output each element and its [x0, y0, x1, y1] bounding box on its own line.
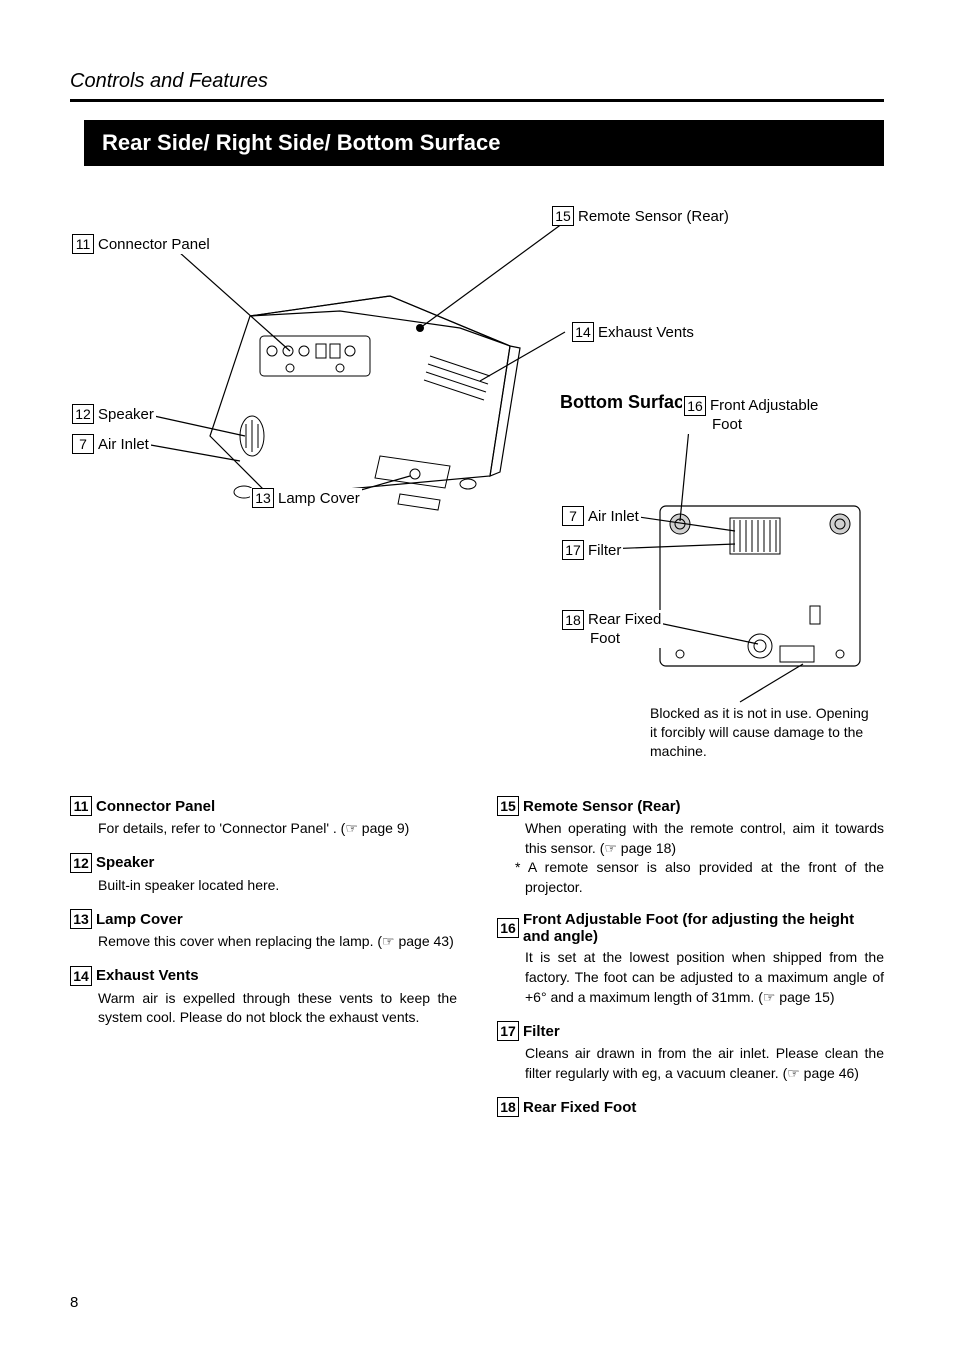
label-text: Front Adjustable — [710, 397, 818, 415]
numbox-7b: 7 — [562, 506, 584, 526]
label-text: Connector Panel — [98, 236, 210, 253]
item-title: Rear Fixed Foot — [523, 1099, 636, 1116]
item-body: Warm air is expelled through these vents… — [98, 989, 457, 1028]
item-17: 17 Filter Cleans air drawn in from the a… — [497, 1021, 884, 1083]
item-body: Built-in speaker located here. — [98, 876, 457, 896]
label-text: Lamp Cover — [278, 490, 360, 507]
numbox-d16: 16 — [497, 918, 519, 938]
section-heading: Controls and Features — [70, 70, 884, 102]
numbox-d18: 18 — [497, 1097, 519, 1117]
diagram-area: 15 Remote Sensor (Rear) 11 Connector Pan… — [70, 196, 884, 756]
projector-rear-svg — [190, 256, 550, 526]
item-13: 13 Lamp Cover Remove this cover when rep… — [70, 909, 457, 952]
label-front-foot: 16 Front Adjustable Foot — [682, 396, 820, 434]
label-filter: 17 Filter — [560, 540, 623, 560]
description-columns: 11 Connector Panel For details, refer to… — [70, 796, 884, 1131]
item-title: Filter — [523, 1023, 560, 1040]
numbox-17: 17 — [562, 540, 584, 560]
item-title: Exhaust Vents — [96, 967, 199, 984]
numbox-12: 12 — [72, 404, 94, 424]
numbox-11: 11 — [72, 234, 94, 254]
label-exhaust-vents: 14 Exhaust Vents — [570, 322, 696, 342]
item-14: 14 Exhaust Vents Warm air is expelled th… — [70, 966, 457, 1028]
label-remote-sensor: 15 Remote Sensor (Rear) — [550, 206, 731, 226]
item-15: 15 Remote Sensor (Rear) When operating w… — [497, 796, 884, 897]
item-title: Remote Sensor (Rear) — [523, 798, 681, 815]
label-text: Filter — [588, 542, 621, 559]
label-air-inlet-bottom: 7 Air Inlet — [560, 506, 641, 526]
item-body: It is set at the lowest position when sh… — [525, 948, 884, 1007]
numbox-d12: 12 — [70, 853, 92, 873]
numbox-13: 13 — [252, 488, 274, 508]
label-air-inlet-left: 7 Air Inlet — [70, 434, 151, 454]
numbox-16: 16 — [684, 396, 706, 416]
label-text-line2: Foot — [590, 630, 620, 648]
item-title: Connector Panel — [96, 798, 215, 815]
bottom-surface-svg — [650, 486, 870, 686]
numbox-d17: 17 — [497, 1021, 519, 1041]
item-11: 11 Connector Panel For details, refer to… — [70, 796, 457, 839]
numbox-d11: 11 — [70, 796, 92, 816]
bottom-surface-heading: Bottom Surface — [560, 392, 694, 413]
label-connector-panel: 11 Connector Panel — [70, 234, 212, 254]
label-text: Speaker — [98, 406, 154, 423]
label-rear-fixed-foot: 18 Rear Fixed Foot — [560, 610, 663, 648]
item-title: Speaker — [96, 854, 154, 871]
label-text: Exhaust Vents — [598, 324, 694, 341]
item-12: 12 Speaker Built-in speaker located here… — [70, 853, 457, 896]
label-text: Rear Fixed — [588, 611, 661, 629]
label-text: Remote Sensor (Rear) — [578, 208, 729, 225]
numbox-18: 18 — [562, 610, 584, 630]
banner-title: Rear Side/ Right Side/ Bottom Surface — [70, 120, 884, 166]
numbox-7a: 7 — [72, 434, 94, 454]
item-title: Front Adjustable Foot (for adjusting the… — [523, 911, 884, 945]
numbox-d15: 15 — [497, 796, 519, 816]
label-text: Air Inlet — [98, 436, 149, 453]
item-body: For details, refer to 'Connector Panel' … — [98, 819, 457, 839]
item-18: 18 Rear Fixed Foot — [497, 1097, 884, 1117]
blocked-note: Blocked as it is not in use. Opening it … — [650, 704, 870, 761]
numbox-15: 15 — [552, 206, 574, 226]
numbox-d14: 14 — [70, 966, 92, 986]
label-speaker: 12 Speaker — [70, 404, 156, 424]
page-number: 8 — [70, 1294, 78, 1311]
item-body: Cleans air drawn in from the air inlet. … — [525, 1044, 884, 1083]
item-body: When operating with the remote control, … — [525, 819, 884, 897]
item-body: Remove this cover when replacing the lam… — [98, 932, 457, 952]
numbox-14: 14 — [572, 322, 594, 342]
label-text: Air Inlet — [588, 508, 639, 525]
numbox-d13: 13 — [70, 909, 92, 929]
item-title: Lamp Cover — [96, 911, 183, 928]
label-lamp-cover: 13 Lamp Cover — [250, 488, 362, 508]
item-16: 16 Front Adjustable Foot (for adjusting … — [497, 911, 884, 1007]
left-column: 11 Connector Panel For details, refer to… — [70, 796, 457, 1131]
right-column: 15 Remote Sensor (Rear) When operating w… — [497, 796, 884, 1131]
label-text-line2: Foot — [712, 416, 742, 434]
